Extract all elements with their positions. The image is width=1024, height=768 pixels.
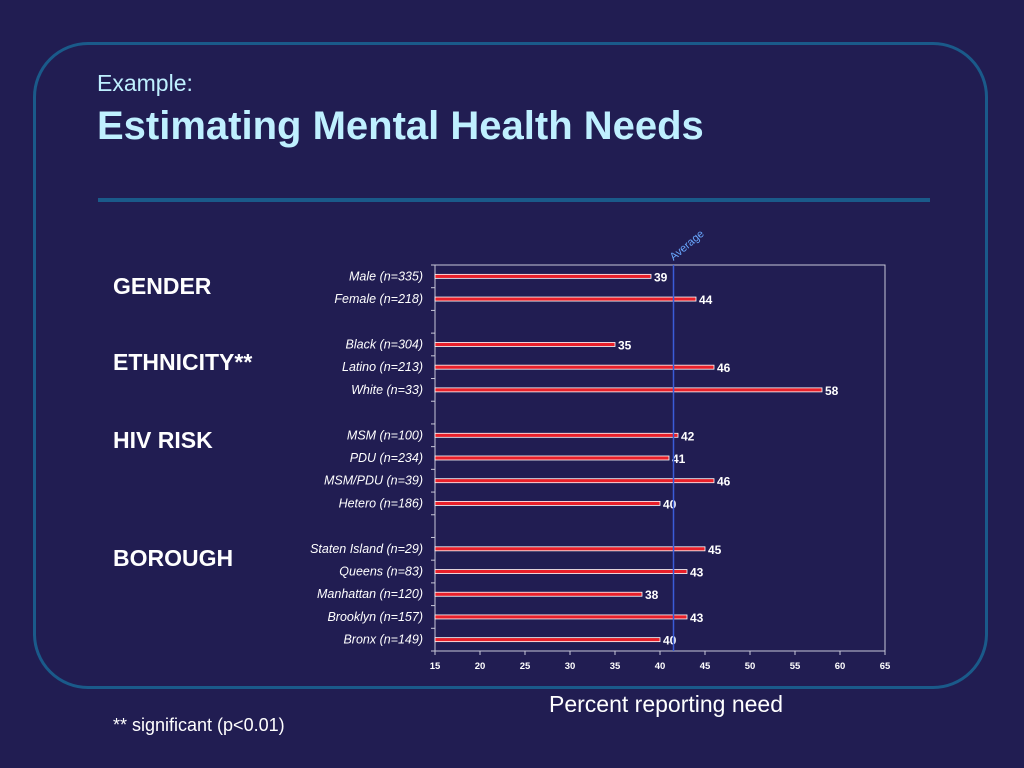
value-label: 41 <box>672 452 686 466</box>
x-tick-label: 50 <box>745 661 756 672</box>
group-label-gender: GENDER <box>113 273 212 299</box>
category-label: Female (n=218) <box>334 292 423 306</box>
x-tick-label: 40 <box>655 661 666 672</box>
footnote: ** significant (p<0.01) <box>113 715 285 735</box>
category-label: Male (n=335) <box>349 269 423 283</box>
x-tick-label: 20 <box>475 661 486 672</box>
x-axis-label: Percent reporting need <box>549 691 783 717</box>
x-tick-label: 65 <box>880 661 891 672</box>
value-label: 43 <box>690 566 704 580</box>
category-label: Bronx (n=149) <box>343 633 423 647</box>
value-label: 46 <box>717 475 731 489</box>
x-tick-label: 15 <box>430 661 441 672</box>
bar <box>434 637 661 643</box>
value-label: 46 <box>717 361 731 375</box>
bar <box>434 296 697 302</box>
bar <box>434 546 706 552</box>
bar <box>434 569 688 574</box>
category-label: Black (n=304) <box>346 337 423 351</box>
slide-title: Estimating Mental Health Needs <box>97 104 704 148</box>
category-label: Manhattan (n=120) <box>317 587 423 601</box>
average-label: Average <box>668 228 707 263</box>
bar <box>434 387 823 393</box>
x-tick-label: 30 <box>565 661 576 672</box>
bar <box>434 591 643 597</box>
x-tick-label: 60 <box>835 661 846 672</box>
value-label: 43 <box>690 611 704 625</box>
value-label: 39 <box>654 270 668 284</box>
category-label: Brooklyn (n=157) <box>327 610 423 624</box>
category-label: MSM/PDU (n=39) <box>324 474 423 488</box>
category-label: Latino (n=213) <box>342 360 423 374</box>
category-label: White (n=33) <box>351 383 423 397</box>
bar <box>434 501 661 506</box>
value-label: 40 <box>663 634 677 648</box>
value-label: 44 <box>699 293 713 307</box>
x-tick-label: 55 <box>790 661 801 672</box>
bar <box>434 364 715 370</box>
slide-subtitle: Example: <box>97 70 193 96</box>
x-tick-label: 45 <box>700 661 711 672</box>
bar <box>434 478 715 484</box>
value-label: 40 <box>663 497 677 511</box>
category-label: Hetero (n=186) <box>339 496 423 510</box>
group-label-hiv-risk: HIV RISK <box>113 427 213 453</box>
bar <box>434 614 688 620</box>
bar <box>434 432 679 438</box>
x-tick-label: 35 <box>610 661 621 672</box>
bar <box>434 273 652 279</box>
category-label: Queens (n=83) <box>339 565 423 579</box>
x-tick-label: 25 <box>520 661 531 672</box>
title-divider <box>98 198 930 202</box>
value-label: 58 <box>825 384 839 398</box>
value-label: 45 <box>708 543 722 557</box>
group-label-borough: BOROUGH <box>113 545 234 571</box>
value-label: 38 <box>645 588 659 602</box>
value-label: 35 <box>618 338 632 352</box>
bar <box>434 342 616 347</box>
group-label-ethnicity: ETHNICITY** <box>113 349 253 375</box>
bar <box>434 455 670 461</box>
category-label: PDU (n=234) <box>350 451 423 465</box>
category-label: MSM (n=100) <box>347 428 423 442</box>
slide-frame <box>33 42 988 689</box>
value-label: 42 <box>681 429 695 443</box>
category-label: Staten Island (n=29) <box>310 542 423 556</box>
